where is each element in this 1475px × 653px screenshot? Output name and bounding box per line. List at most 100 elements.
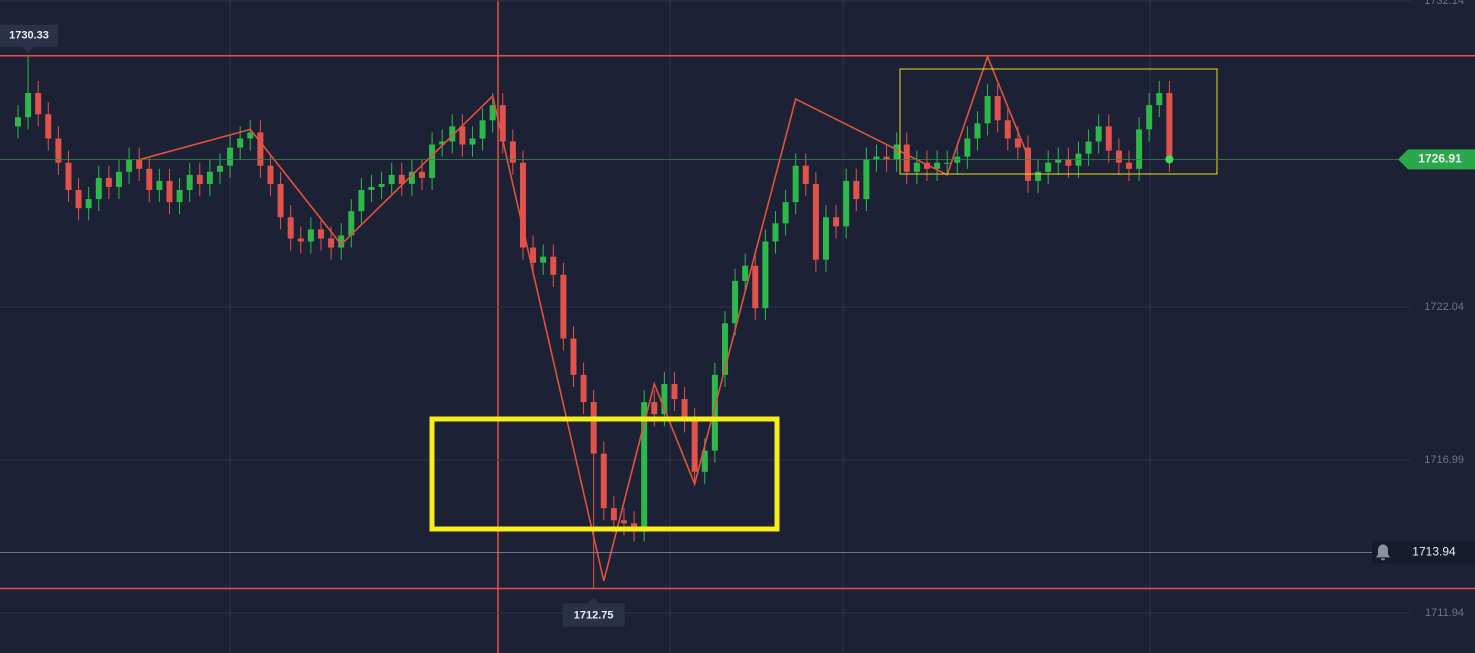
current-dot	[1165, 155, 1174, 164]
candle-body	[338, 235, 345, 248]
candle-body	[701, 450, 708, 472]
candle-body	[752, 265, 759, 309]
alert-label: 1713.94	[1412, 545, 1456, 559]
candle-body	[439, 141, 446, 145]
candle-body	[156, 180, 163, 190]
candle-body	[65, 162, 72, 190]
high-label: 1730.33	[9, 30, 49, 42]
candle-body	[136, 159, 143, 169]
candle-body	[186, 174, 193, 190]
candle-body	[964, 138, 971, 157]
candle-body	[913, 162, 920, 172]
candle-body	[550, 256, 557, 275]
low-label: 1712.75	[574, 609, 614, 621]
candle-body	[802, 165, 809, 184]
candle-body	[1035, 171, 1042, 181]
candle-body	[974, 123, 981, 139]
candle-body	[863, 159, 870, 200]
candle-body	[1055, 159, 1062, 163]
candle-body	[14, 117, 21, 127]
low-label-box	[562, 597, 625, 627]
candle-body	[873, 156, 880, 160]
candle-body	[822, 217, 829, 260]
candle-body	[721, 323, 728, 375]
candle-body	[257, 132, 264, 166]
candle-body	[75, 189, 82, 209]
candle-body	[216, 165, 223, 172]
candle-body	[25, 93, 32, 118]
candle-body	[742, 265, 749, 281]
candle-body	[1085, 141, 1092, 154]
candle-body	[530, 247, 537, 263]
candle-body	[1136, 129, 1143, 169]
candle-body	[277, 183, 284, 218]
candle-body	[792, 165, 799, 203]
candle-body	[782, 202, 789, 224]
highlight-box-low	[429, 416, 780, 532]
candle-body	[732, 280, 739, 324]
candle-body	[1045, 162, 1052, 172]
y-tick-label: 1711.94	[1425, 607, 1464, 619]
candle-body	[247, 132, 254, 139]
candle-body	[883, 156, 890, 160]
candle-body	[843, 180, 850, 227]
candle-body	[196, 174, 203, 184]
candle-body	[35, 93, 42, 115]
candle-body	[1115, 150, 1122, 163]
candle-body	[509, 141, 516, 163]
candle-body	[691, 420, 698, 472]
candle-body	[317, 229, 324, 239]
candle-body	[1125, 162, 1132, 169]
candle-body	[833, 217, 840, 227]
candle-body	[55, 138, 62, 163]
candle-body	[600, 453, 607, 509]
candle-body	[95, 177, 102, 200]
candle-body	[812, 183, 819, 260]
candle-body	[1095, 126, 1102, 142]
candle-body	[772, 223, 779, 242]
candle-body	[1166, 93, 1173, 160]
candle-body	[469, 138, 476, 145]
candle-body	[368, 186, 375, 190]
candle-body	[651, 402, 658, 415]
candle-body	[903, 144, 910, 172]
candle-body	[499, 105, 506, 142]
candle-body	[176, 189, 183, 203]
candle-body	[459, 126, 466, 145]
high-label-box	[0, 24, 58, 53]
candle-body	[590, 402, 597, 454]
candle-body	[923, 162, 930, 169]
candle-body	[348, 211, 355, 236]
candle-body	[307, 229, 314, 242]
candle-body	[853, 180, 860, 200]
candle-body	[984, 96, 991, 124]
candle-body	[267, 165, 274, 184]
candle-body	[328, 238, 335, 248]
candle-body	[762, 241, 769, 309]
candle-body	[610, 508, 617, 521]
current-price-tag	[1398, 149, 1475, 170]
candle-body	[398, 174, 405, 184]
candle-body	[388, 174, 395, 184]
candle-body	[1065, 159, 1072, 166]
candle-body	[994, 96, 1001, 121]
candle-body	[115, 171, 122, 187]
candle-body	[580, 374, 587, 403]
candle-body	[408, 171, 415, 184]
candle-body	[378, 183, 385, 187]
plot: 1711.94 1716.99 1722.04 1732.14	[0, 0, 1464, 619]
candle-body	[45, 114, 52, 139]
candle-body	[1014, 138, 1021, 148]
candle-body	[287, 217, 294, 239]
candle-body	[560, 274, 567, 339]
candle-body	[1004, 120, 1011, 139]
candle-body	[227, 147, 234, 166]
candle-body	[570, 338, 577, 375]
candle-body	[358, 189, 365, 212]
candle-body	[297, 238, 304, 242]
candle-body	[237, 138, 244, 148]
candle-body	[934, 162, 941, 169]
candle-body	[1024, 147, 1031, 181]
